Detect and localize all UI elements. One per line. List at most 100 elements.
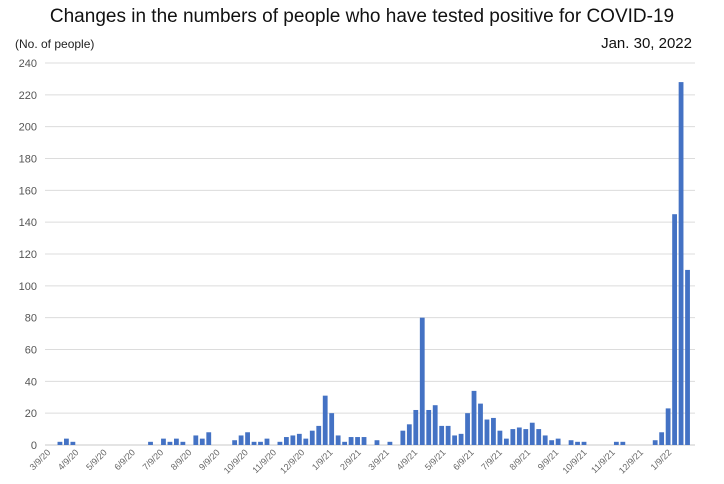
bar xyxy=(478,403,483,445)
x-tick-label: 10/9/20 xyxy=(222,447,250,475)
x-tick-label: 7/9/20 xyxy=(141,447,166,472)
bar xyxy=(523,429,529,445)
bar xyxy=(206,432,212,445)
y-tick-label: 0 xyxy=(31,440,37,452)
bar xyxy=(659,432,665,445)
bar xyxy=(419,317,425,445)
bar xyxy=(510,429,516,445)
x-tick-label: 2/9/21 xyxy=(338,447,363,472)
bar xyxy=(665,408,671,445)
bar xyxy=(374,440,380,445)
bar xyxy=(329,413,335,445)
y-tick-label: 60 xyxy=(25,345,37,357)
bar xyxy=(258,441,263,445)
bar xyxy=(148,441,153,445)
bar xyxy=(251,441,257,445)
y-tick-label: 20 xyxy=(25,408,37,420)
bar xyxy=(238,435,244,445)
bar xyxy=(484,419,490,445)
bar xyxy=(199,438,205,445)
bar xyxy=(264,438,270,445)
bar xyxy=(64,438,69,445)
x-tick-label: 3/9/21 xyxy=(366,447,391,472)
x-tick-label: 9/9/20 xyxy=(197,447,222,472)
bar xyxy=(652,440,658,445)
x-tick-label: 1/9/21 xyxy=(310,447,335,472)
y-tick-label: 180 xyxy=(19,154,37,166)
bar xyxy=(342,441,348,445)
x-tick-label: 4/9/20 xyxy=(56,447,81,472)
y-tick-label: 140 xyxy=(19,217,37,229)
bar xyxy=(555,438,561,445)
bar xyxy=(471,390,477,445)
bar xyxy=(174,438,179,445)
x-tick-label: 6/9/21 xyxy=(451,447,476,472)
bar xyxy=(445,425,451,445)
bar xyxy=(497,430,503,445)
bar xyxy=(542,435,548,445)
bar xyxy=(296,433,302,445)
bar xyxy=(678,82,684,445)
x-tick-label: 8/9/21 xyxy=(508,447,533,472)
bar xyxy=(387,441,393,445)
bar xyxy=(283,437,289,445)
bar xyxy=(575,441,580,445)
bar xyxy=(277,441,283,445)
bar xyxy=(303,438,309,445)
x-tick-label: 11/9/21 xyxy=(589,447,617,475)
bar xyxy=(361,437,367,445)
bar xyxy=(685,269,690,445)
bar xyxy=(322,395,328,445)
bar xyxy=(613,441,619,445)
y-tick-label: 120 xyxy=(19,249,37,261)
bar xyxy=(193,435,199,445)
x-tick-label: 12/9/20 xyxy=(278,447,306,475)
bar xyxy=(439,425,445,445)
y-tick-label: 220 xyxy=(19,90,37,102)
bar xyxy=(167,441,173,445)
bar xyxy=(549,440,555,445)
bar xyxy=(406,424,412,445)
bar xyxy=(529,422,535,445)
bar xyxy=(672,214,677,445)
x-tick-label: 1/9/22 xyxy=(649,447,674,472)
date-note: Jan. 30, 2022 xyxy=(601,35,692,52)
bar xyxy=(232,440,238,445)
bar xyxy=(458,433,464,445)
bar xyxy=(503,438,509,445)
bar xyxy=(581,441,587,445)
bar xyxy=(465,413,470,445)
y-tick-label: 40 xyxy=(25,376,37,388)
bar xyxy=(620,441,626,445)
x-tick-label: 12/9/21 xyxy=(617,447,645,475)
bar xyxy=(161,438,166,445)
x-tick-label: 6/9/20 xyxy=(112,447,137,472)
x-tick-label: 5/9/21 xyxy=(423,447,448,472)
bar xyxy=(290,435,296,445)
bar xyxy=(309,430,315,445)
bar xyxy=(335,435,341,445)
x-tick-label: 10/9/21 xyxy=(560,447,588,475)
bar xyxy=(400,430,406,445)
x-tick-label: 9/9/21 xyxy=(536,447,561,472)
bar xyxy=(536,429,542,445)
y-axis-label: (No. of people) xyxy=(15,37,95,51)
y-tick-label: 100 xyxy=(19,281,37,293)
y-tick-label: 200 xyxy=(19,122,37,134)
bar xyxy=(452,435,458,445)
y-tick-label: 240 xyxy=(19,58,37,70)
x-tick-label: 7/9/21 xyxy=(479,447,504,472)
y-tick-label: 160 xyxy=(19,185,37,197)
y-tick-label: 80 xyxy=(25,313,37,325)
bar xyxy=(245,432,250,445)
x-tick-label: 5/9/20 xyxy=(84,447,109,472)
bar xyxy=(57,441,63,445)
bar xyxy=(491,417,496,445)
x-tick-label: 8/9/20 xyxy=(169,447,194,472)
bar xyxy=(70,441,76,445)
bar xyxy=(568,440,574,445)
bar xyxy=(316,425,322,445)
bar xyxy=(413,409,419,445)
bar xyxy=(516,427,522,445)
